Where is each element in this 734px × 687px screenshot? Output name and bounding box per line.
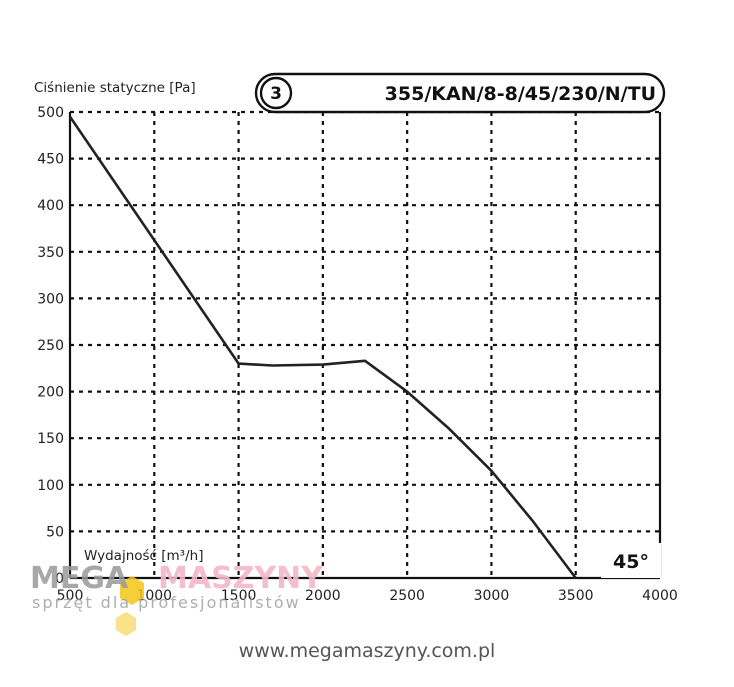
- model-name: 355/KAN/8-8/45/230/N/TU: [385, 83, 656, 105]
- x-tick-label: 1500: [221, 588, 257, 604]
- watermark-hex-icon-small: [116, 612, 136, 636]
- x-tick-label: 2000: [305, 588, 341, 604]
- x-tick-label: 2500: [389, 588, 425, 604]
- chart-axes: [68, 110, 662, 580]
- x-tick-label: 3000: [474, 588, 510, 604]
- chart-series: [68, 115, 577, 579]
- x-tick-label: 3500: [558, 588, 594, 604]
- angle-label: 45°: [613, 551, 649, 573]
- watermark-tagline: sprzęt dla profesjonalistów: [32, 593, 301, 612]
- y-tick-label: 250: [37, 338, 64, 354]
- model-header-box: [254, 72, 666, 114]
- y-tick-label: 500: [37, 105, 64, 121]
- y-tick-label: 450: [37, 152, 64, 168]
- angle-label-box: [601, 543, 661, 578]
- y-tick-label: 150: [37, 431, 64, 447]
- y-tick-label: 100: [37, 478, 64, 494]
- x-tick-label: 4000: [642, 588, 678, 604]
- y-tick-label: 50: [46, 524, 64, 540]
- chart-labels: 0 50 100 150 200 250 300 350 400 450 500 500 1000 150…: [34, 72, 678, 604]
- performance-curve: [68, 115, 577, 579]
- watermark-brand-right: MASZYNY: [158, 561, 324, 596]
- watermark-brand-left: MEGA: [30, 561, 129, 596]
- model-number: 3: [270, 84, 282, 104]
- watermark-hex-icon: [120, 576, 144, 605]
- y-tick-label: 300: [37, 291, 64, 307]
- y-tick-label: 400: [37, 198, 64, 214]
- y-axis-title: Ciśnienie statyczne [Pa]: [34, 80, 196, 96]
- y-tick-label: 350: [37, 245, 64, 261]
- x-tick-label: 1000: [136, 588, 172, 604]
- footer-url: www.megamaszyny.com.pl: [238, 640, 496, 662]
- y-tick-label: 200: [37, 385, 64, 401]
- chart-grid: [70, 112, 660, 578]
- x-axis-title: Wydajność [m³/h]: [84, 548, 203, 564]
- x-tick-label: 500: [57, 588, 84, 604]
- model-number-circle: [259, 76, 293, 110]
- y-tick-label: 0: [55, 571, 64, 587]
